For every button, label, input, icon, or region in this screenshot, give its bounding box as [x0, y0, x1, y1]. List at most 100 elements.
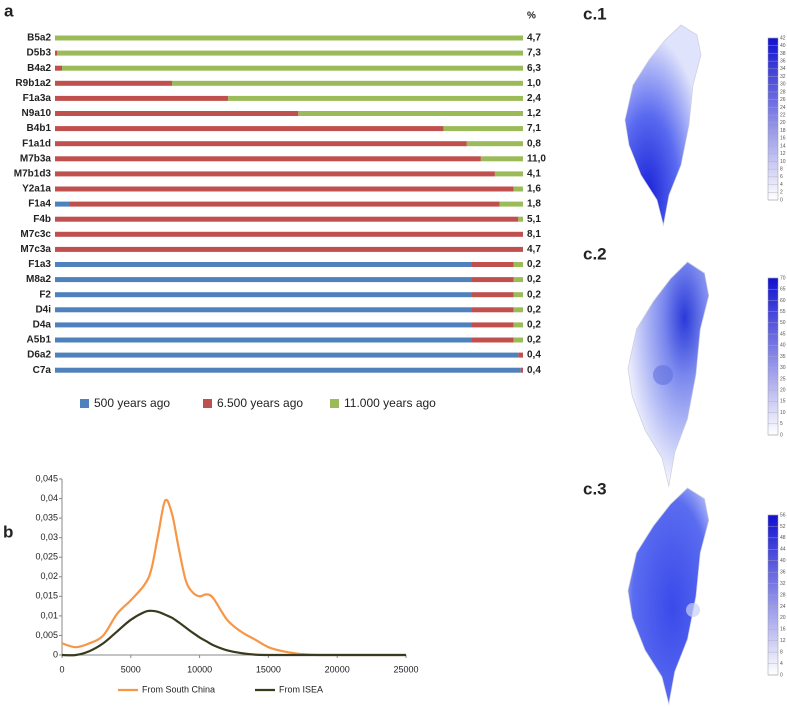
bar-segment [55, 65, 63, 71]
bar-segment [443, 126, 523, 132]
color-bar-label: 40 [780, 43, 786, 49]
color-bar-label: 30 [780, 365, 786, 371]
bar-segment [55, 111, 299, 116]
bar-segment [55, 201, 70, 207]
color-bar-label: 0 [780, 197, 783, 203]
category-label: F1a3 [28, 259, 51, 270]
color-bar-label: 2 [780, 190, 783, 196]
bar-segment [499, 201, 523, 207]
bar-segment [298, 111, 523, 116]
color-bar-label: 20 [780, 615, 786, 621]
bar-segment [55, 50, 58, 56]
share-label: 4,7 [527, 244, 541, 255]
color-bar-label: 24 [780, 105, 786, 111]
color-bar-label: 42 [780, 35, 786, 41]
color-bar-label: 32 [780, 74, 786, 80]
color-bar-label: 32 [780, 581, 786, 587]
share-label: 4,7 [527, 33, 541, 44]
legend-swatch [80, 399, 89, 408]
category-label: F2 [39, 289, 51, 300]
bar-segment [518, 216, 523, 222]
x-tick-label: 20000 [325, 664, 350, 674]
color-bar-label: 36 [780, 58, 786, 64]
share-label: 0,2 [527, 320, 541, 331]
x-tick-label: 15000 [256, 664, 281, 674]
share-label: 0,2 [527, 259, 541, 270]
color-bar-label: 34 [780, 66, 786, 72]
category-label: D4i [35, 304, 51, 315]
share-label: 8,1 [527, 229, 541, 240]
share-label: 11,0 [527, 153, 546, 164]
legend-label: From South China [142, 684, 215, 694]
share-label: 1,2 [527, 108, 541, 119]
color-bar-label: 24 [780, 604, 786, 610]
legend-label: From ISEA [279, 684, 323, 694]
bar-segment [57, 50, 524, 56]
category-label: F4b [33, 214, 51, 225]
x-tick-label: 5000 [121, 664, 141, 674]
legend-label: 500 years ago [94, 396, 170, 410]
y-tick-label: 0 [53, 649, 58, 659]
x-tick-label: 10000 [187, 664, 212, 674]
bar-segment [513, 307, 523, 313]
bar-segment [55, 35, 523, 41]
category-label: M7c3a [20, 244, 51, 255]
color-bar-label: 56 [780, 512, 786, 518]
map-c2 [627, 261, 710, 487]
share-label: 0,2 [527, 289, 541, 300]
map-label: c.3 [583, 479, 607, 498]
line-series [61, 609, 406, 657]
category-label: A5b1 [27, 335, 52, 346]
y-tick-label: 0,045 [35, 473, 58, 483]
color-bar-label: 22 [780, 112, 786, 118]
bar-segment [513, 337, 523, 343]
color-bar-label: 14 [780, 143, 786, 149]
bar-segment [69, 201, 500, 207]
y-tick-label: 0,01 [40, 610, 58, 620]
color-bar-label: 18 [780, 128, 786, 134]
category-label: M7b3a [20, 153, 52, 164]
color-bar-label: 8 [780, 649, 783, 655]
bar-segment [55, 95, 229, 101]
share-label: 0,2 [527, 335, 541, 346]
color-bar-label: 15 [780, 399, 786, 405]
color-bar-label: 40 [780, 343, 786, 349]
x-tick-label: 25000 [393, 664, 418, 674]
map-label: c.1 [583, 4, 607, 23]
bar-segment [513, 292, 523, 298]
color-bar-label: 60 [780, 298, 786, 304]
bar-segment [518, 352, 523, 358]
bar-segment [55, 292, 472, 298]
legend-swatch [330, 399, 339, 408]
y-tick-label: 0,03 [40, 532, 58, 542]
bar-segment [471, 292, 514, 298]
y-tick-label: 0,035 [35, 512, 58, 522]
color-bar-label: 65 [780, 287, 786, 293]
legend-swatch [203, 399, 212, 408]
share-label: 0,4 [527, 350, 541, 361]
bar-segment [55, 126, 444, 132]
color-bar-label: 16 [780, 627, 786, 633]
share-label: 1,6 [527, 184, 541, 195]
color-bar-label: 28 [780, 592, 786, 598]
share-label: 1,0 [527, 78, 541, 89]
category-label: R9b1a2 [15, 78, 51, 89]
color-bar-label: 40 [780, 558, 786, 564]
color-bar-label: 30 [780, 82, 786, 88]
bar-segment [172, 80, 523, 86]
color-bar-label: 5 [780, 421, 783, 427]
category-label: N9a10 [22, 108, 52, 119]
bar-segment [55, 337, 472, 343]
legend-label: 6.500 years ago [217, 396, 303, 410]
color-bar-label: 16 [780, 136, 786, 142]
bar-segment [513, 277, 523, 283]
category-label: M8a2 [26, 274, 51, 285]
share-label: 2,4 [527, 93, 541, 104]
color-bar-label: 0 [780, 672, 783, 678]
color-bar-label: 12 [780, 151, 786, 157]
share-label: 5,1 [527, 214, 541, 225]
color-bar-label: 10 [780, 159, 786, 165]
color-bar-label: 52 [780, 524, 786, 530]
color-bar-label: 38 [780, 51, 786, 57]
category-label: B5a2 [27, 33, 51, 44]
